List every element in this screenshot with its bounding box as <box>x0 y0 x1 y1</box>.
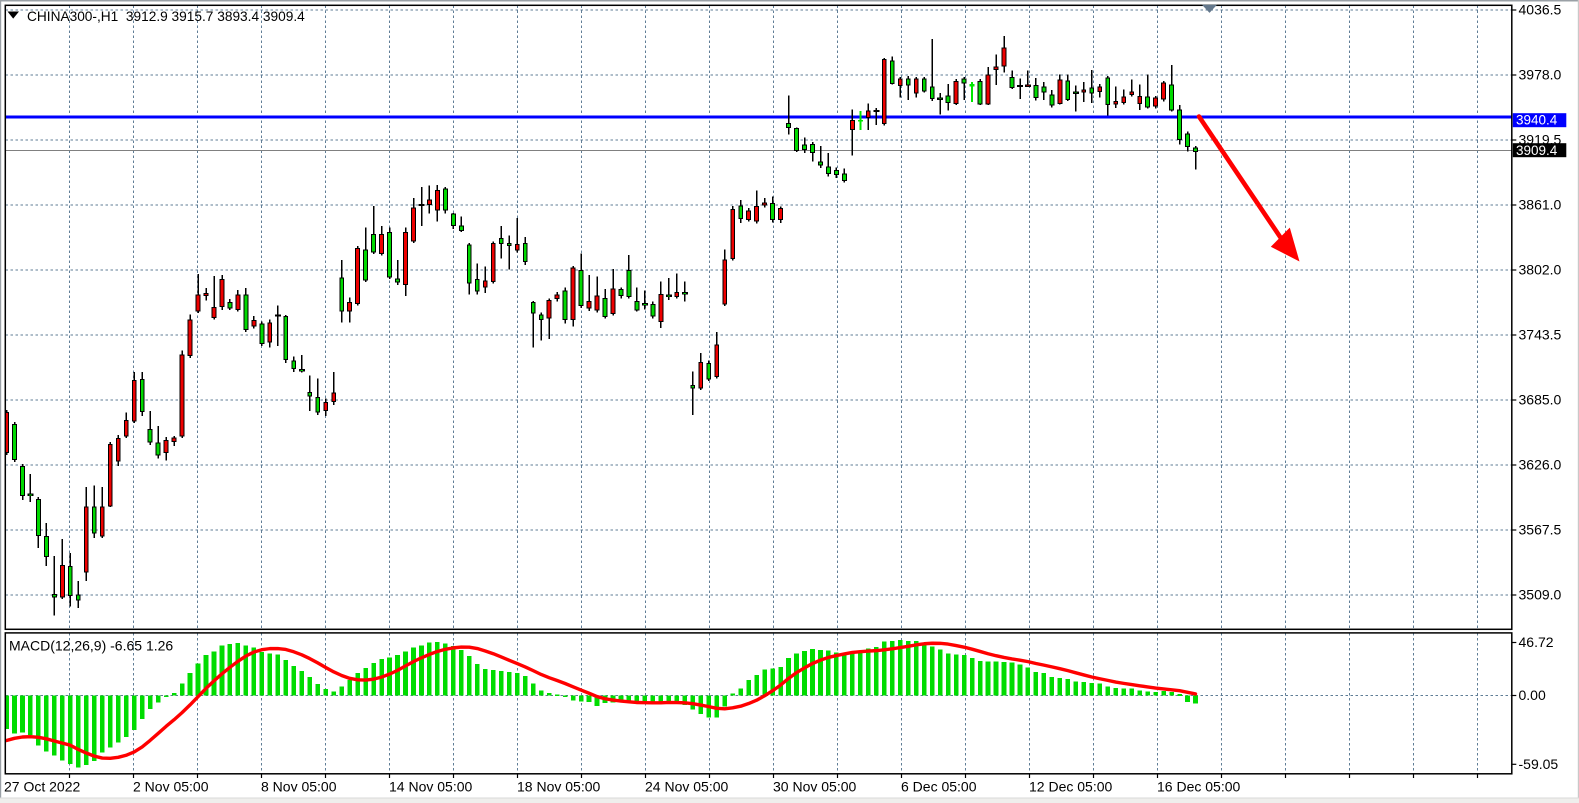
svg-text:3567.5: 3567.5 <box>1519 522 1562 538</box>
svg-text:CHINA300-,H1 3912.9 3915.7 38: CHINA300-,H1 3912.9 3915.7 3893.4 3909.4 <box>27 9 305 24</box>
svg-text:16 Dec 05:00: 16 Dec 05:00 <box>1157 779 1240 795</box>
svg-text:3940.4: 3940.4 <box>1516 113 1558 128</box>
svg-text:3509.0: 3509.0 <box>1519 587 1562 603</box>
svg-text:12 Dec 05:00: 12 Dec 05:00 <box>1029 779 1112 795</box>
svg-text:2 Nov 05:00: 2 Nov 05:00 <box>133 779 209 795</box>
svg-text:3909.4: 3909.4 <box>1516 143 1558 158</box>
svg-text:3978.0: 3978.0 <box>1519 67 1562 83</box>
svg-text:MACD(12,26,9) -6.65 1.26: MACD(12,26,9) -6.65 1.26 <box>9 637 173 653</box>
svg-text:3802.0: 3802.0 <box>1519 262 1562 278</box>
svg-text:3626.0: 3626.0 <box>1519 457 1562 473</box>
svg-text:4036.5: 4036.5 <box>1519 2 1562 18</box>
svg-text:18 Nov 05:00: 18 Nov 05:00 <box>517 779 600 795</box>
svg-text:-59.05: -59.05 <box>1519 756 1559 772</box>
svg-text:3743.5: 3743.5 <box>1519 327 1562 343</box>
svg-text:6 Dec 05:00: 6 Dec 05:00 <box>901 779 977 795</box>
svg-text:27 Oct 2022: 27 Oct 2022 <box>4 779 80 795</box>
svg-text:0.00: 0.00 <box>1519 687 1546 703</box>
svg-text:8 Nov 05:00: 8 Nov 05:00 <box>261 779 337 795</box>
svg-text:14 Nov 05:00: 14 Nov 05:00 <box>389 779 472 795</box>
svg-text:24 Nov 05:00: 24 Nov 05:00 <box>645 779 728 795</box>
svg-text:3861.0: 3861.0 <box>1519 197 1562 213</box>
svg-text:3685.0: 3685.0 <box>1519 392 1562 408</box>
svg-text:46.72: 46.72 <box>1519 634 1554 650</box>
svg-text:30 Nov 05:00: 30 Nov 05:00 <box>773 779 856 795</box>
